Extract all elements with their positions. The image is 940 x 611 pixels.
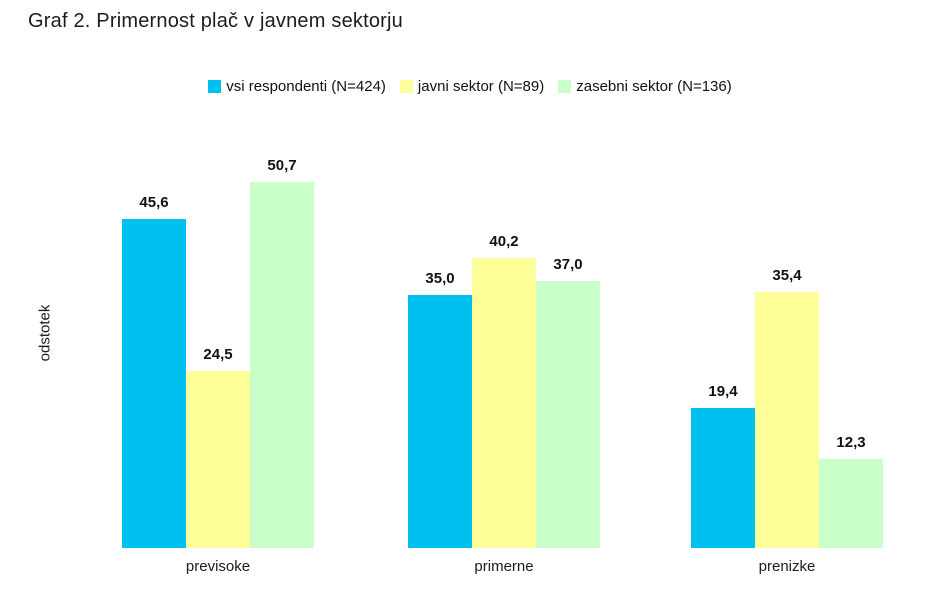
bar-value-label: 12,3: [836, 434, 866, 451]
legend-label: zasebni sektor (N=136): [576, 78, 732, 95]
category-axis: previsoke primerne prenizke: [0, 558, 940, 580]
bar-column: 12,3: [819, 434, 883, 548]
bar-column: 24,5: [186, 346, 250, 548]
chart-title: Graf 2. Primernost plač v javnem sektorj…: [28, 10, 403, 32]
bar-previsoke: [186, 371, 250, 548]
bar-column: 50,7: [250, 157, 314, 548]
plot-area: 45,6 24,5 50,7 35,0 40,2 37,0 19,4 35,4 12,3: [0, 118, 940, 548]
legend-item-vsi-respondenti: vsi respondenti (N=424): [208, 78, 386, 95]
legend-swatch-icon: [558, 80, 572, 93]
category-label-previsoke: previsoke: [185, 558, 251, 575]
legend-item-zasebni-sektor: zasebni sektor (N=136): [558, 78, 732, 95]
legend-item-javni-sektor: javni sektor (N=89): [399, 78, 545, 95]
bar-column: 35,4: [755, 267, 819, 548]
bar-value-label: 45,6: [139, 194, 169, 211]
category-label-prenizke: prenizke: [758, 558, 816, 575]
bar-value-label: 19,4: [708, 383, 738, 400]
bar-prenizke: [691, 408, 755, 548]
bar-prenizke: [819, 459, 883, 548]
legend-swatch-icon: [399, 80, 413, 93]
bar-column: 45,6: [122, 194, 186, 548]
legend-label: javni sektor (N=89): [417, 78, 545, 95]
bar-value-label: 37,0: [553, 256, 583, 273]
bar-group-primerne: 35,0 40,2 37,0: [408, 118, 600, 548]
bar-column: 37,0: [536, 256, 600, 548]
bar-value-label: 35,0: [425, 270, 455, 287]
bar-value-label: 40,2: [489, 233, 519, 250]
bar-primerne: [472, 258, 536, 548]
bar-primerne: [536, 281, 600, 548]
bar-group-previsoke: 45,6 24,5 50,7: [122, 118, 314, 548]
legend-swatch-icon: [208, 80, 222, 93]
category-label-primerne: primerne: [474, 558, 534, 575]
legend: vsi respondenti (N=424) javni sektor (N=…: [0, 78, 940, 95]
bar-group-prenizke: 19,4 35,4 12,3: [691, 118, 883, 548]
bar-value-label: 35,4: [772, 267, 802, 284]
bar-prenizke: [755, 292, 819, 548]
bar-column: 35,0: [408, 270, 472, 548]
legend-label: vsi respondenti (N=424): [226, 78, 386, 95]
bar-column: 19,4: [691, 383, 755, 548]
bar-value-label: 24,5: [203, 346, 233, 363]
bar-value-label: 50,7: [267, 157, 297, 174]
bar-column: 40,2: [472, 233, 536, 548]
bar-primerne: [408, 295, 472, 548]
bar-previsoke: [250, 182, 314, 548]
bar-previsoke: [122, 219, 186, 548]
